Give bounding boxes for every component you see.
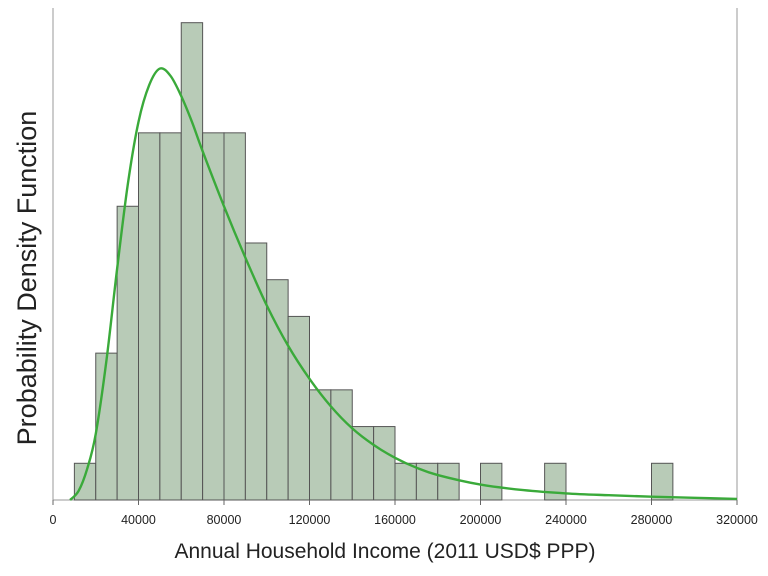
density-curve xyxy=(69,67,738,501)
x-tick-label: 120000 xyxy=(289,513,331,527)
histogram-bar xyxy=(394,462,417,501)
x-tick-label: 160000 xyxy=(374,513,416,527)
x-tick-label: 200000 xyxy=(460,513,502,527)
histogram-bar xyxy=(95,352,118,501)
x-tick-label: 280000 xyxy=(631,513,673,527)
x-axis-ticks: 0 40000 80000 120000 160000 200000 240000 28000… xyxy=(50,500,758,527)
density-curve-layer xyxy=(69,67,738,501)
histogram-bar xyxy=(309,389,332,501)
histogram-bar xyxy=(287,315,310,501)
y-axis-label: Probability Density Function xyxy=(12,111,42,446)
x-tick-label: 0 xyxy=(50,513,57,527)
histogram-bar xyxy=(437,462,460,501)
histogram-bar xyxy=(138,132,161,501)
histogram-bar xyxy=(180,22,204,501)
x-tick-label: 80000 xyxy=(207,513,242,527)
histogram-bar xyxy=(544,462,567,501)
histogram-bar xyxy=(159,132,182,501)
histogram-bar xyxy=(223,132,246,501)
histogram-bar xyxy=(202,132,225,501)
x-axis-label: Annual Household Income (2011 USD$ PPP) xyxy=(174,540,595,563)
x-tick-label: 240000 xyxy=(545,513,587,527)
histogram-bar xyxy=(651,462,674,501)
x-tick-label: 320000 xyxy=(716,513,758,527)
x-tick-label: 40000 xyxy=(121,513,156,527)
histogram-bar xyxy=(373,426,396,501)
histogram-bar xyxy=(330,389,353,501)
histogram-bars xyxy=(73,22,674,501)
histogram-bar xyxy=(480,462,503,501)
